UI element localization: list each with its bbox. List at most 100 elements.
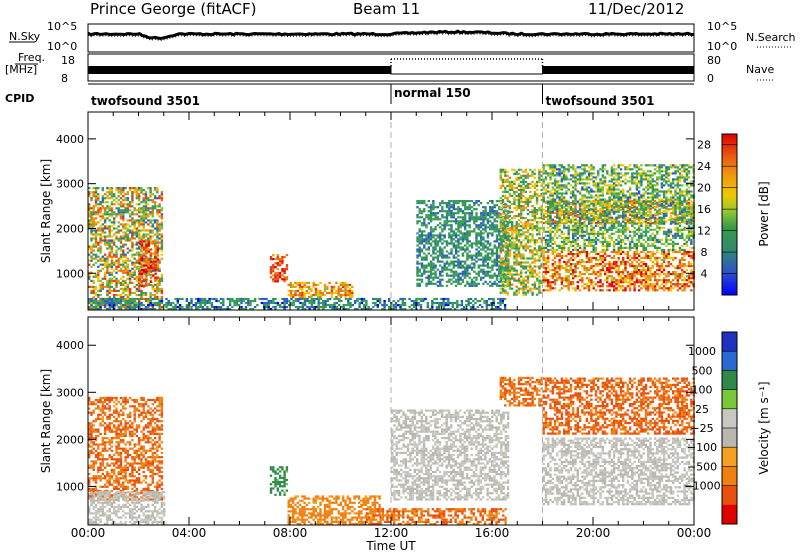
echo-cell [156, 248, 160, 251]
echo-cell [149, 257, 152, 260]
echo-cell [420, 240, 424, 243]
echo-cell [90, 197, 93, 200]
echo-cell [434, 266, 437, 269]
echo-cell [92, 191, 95, 194]
echo-cell [569, 252, 573, 256]
echo-cell [88, 209, 91, 212]
echo-cell [322, 308, 325, 311]
echo-cell [489, 228, 492, 231]
echo-cell [622, 256, 625, 260]
echo-cell [450, 242, 453, 245]
echo-cell [583, 217, 586, 221]
echo-cell [326, 299, 329, 303]
echo-cell [122, 251, 125, 254]
echo-cell [533, 275, 537, 278]
echo-cell [520, 196, 523, 200]
echo-cell [647, 256, 650, 260]
echo-cell [687, 277, 691, 280]
echo-cell [482, 260, 485, 263]
echo-cell [533, 211, 537, 214]
echo-cell [101, 231, 104, 234]
echo-cell [416, 238, 419, 241]
echo-cell [441, 284, 444, 287]
echo-cell [533, 257, 537, 260]
echo-cell [441, 228, 444, 231]
echo-cell [533, 184, 537, 187]
echo-cell [551, 258, 554, 262]
echo-cell [126, 239, 129, 242]
echo-cell [94, 199, 98, 202]
echo-cell [592, 271, 595, 274]
echo-cell [154, 260, 157, 263]
echo-cell [101, 297, 104, 301]
echo-cell [103, 193, 107, 196]
echo-cell [110, 213, 114, 216]
echo-cell [601, 254, 604, 258]
echo-cell [117, 247, 120, 250]
echo-cell [322, 301, 325, 305]
echo-cell [482, 236, 485, 239]
echo-cell [540, 182, 543, 185]
echo-cell [420, 278, 424, 281]
echo-cell [439, 236, 442, 239]
echo-cell [439, 226, 442, 229]
echo-cell [513, 263, 516, 266]
echo-cell [515, 237, 518, 240]
echo-cell [310, 295, 313, 299]
echo-cell [99, 297, 102, 301]
echo-cell [140, 261, 143, 264]
echo-cell [674, 275, 677, 278]
echo-cell [551, 263, 554, 266]
echo-cell [131, 195, 134, 198]
echo-cell [459, 210, 462, 213]
echo-cell [466, 266, 469, 269]
echo-cell [558, 222, 561, 225]
echo-cell [529, 190, 532, 193]
echo-cell [298, 295, 302, 299]
nsearch-label: N.Search [746, 31, 796, 44]
echo-cell [491, 250, 494, 253]
echo-cell [681, 275, 684, 278]
echo-cell [119, 299, 123, 303]
echo-cell [540, 239, 543, 242]
echo-cell [269, 299, 273, 303]
echo-cell [117, 299, 120, 303]
echo-cell [419, 304, 423, 307]
echo-cell [119, 201, 123, 204]
echo-cell [486, 282, 490, 285]
echo-cell [431, 308, 434, 311]
echo-cell [608, 271, 611, 274]
echo-cell [581, 277, 584, 280]
echo-cell [631, 279, 634, 282]
echo-cell [658, 267, 661, 270]
echo-cell [558, 217, 561, 221]
echo-cell [108, 189, 111, 192]
echo-cell [464, 274, 467, 277]
echo-cell [303, 297, 307, 301]
echo-cell [510, 265, 514, 268]
echo-cell [506, 180, 509, 183]
echo-cell [106, 195, 109, 198]
echo-cell [538, 247, 541, 250]
echo-cell [103, 221, 107, 224]
echo-cell [335, 306, 339, 309]
echo-cell [504, 289, 507, 292]
echo-cell [172, 308, 175, 311]
echo-cell [197, 301, 200, 305]
echo-cell [101, 255, 104, 258]
echo-cell [330, 285, 334, 288]
echo-cell [495, 260, 499, 263]
echo-cell [92, 281, 95, 284]
echo-cell [97, 211, 100, 214]
echo-cell [631, 277, 634, 280]
echo-cell [470, 244, 474, 247]
echo-cell [110, 207, 114, 210]
echo-cell [622, 260, 625, 264]
echo-cell [517, 202, 521, 206]
echo-cell [140, 265, 143, 268]
echo-cell [131, 211, 134, 214]
echo-cell [501, 239, 505, 242]
echo-cell [423, 258, 426, 261]
echo-cell [660, 263, 664, 266]
echo-cell [416, 256, 419, 259]
